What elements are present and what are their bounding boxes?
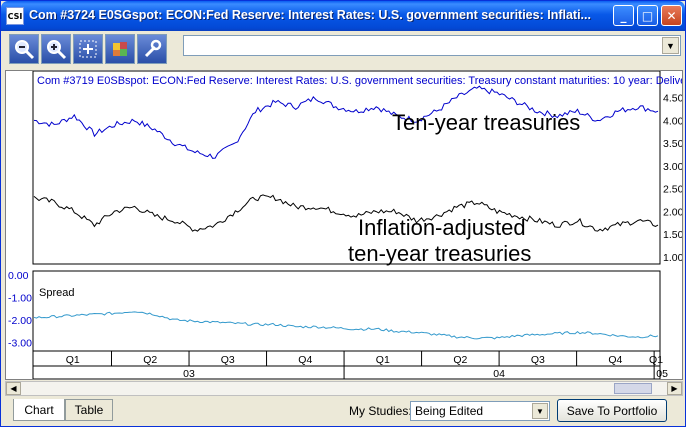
my-studies-label: My Studies:: [349, 404, 412, 418]
chevron-down-icon[interactable]: ▼: [532, 403, 548, 419]
crosshair-button[interactable]: [73, 34, 103, 64]
tab-table[interactable]: Table: [65, 399, 113, 421]
upper-series-group: [33, 85, 659, 232]
zoom-in-icon: [47, 40, 67, 60]
chart-area[interactable]: Com #3719 E0SBspot: ECON:Fed Reserve: In…: [5, 70, 683, 380]
upper-y-tick-label: 2.50: [663, 184, 682, 196]
my-studies-select[interactable]: Being Edited ▼: [410, 401, 550, 421]
lower-series-group: [33, 311, 659, 340]
upper-panel-frame: [32, 71, 661, 265]
annotation-ten-year: Ten-year treasuries: [392, 110, 580, 135]
scroll-thumb[interactable]: [614, 383, 652, 394]
app-icon[interactable]: CSI: [6, 7, 24, 25]
crosshair-icon: [79, 40, 97, 58]
upper-y-tick-label: 4.50: [663, 93, 682, 105]
year-label: 05: [656, 368, 668, 379]
wrench-icon: [144, 39, 162, 58]
year-labels: 03 04 05: [183, 366, 668, 379]
annotation-ten-year-treasuries: ten-year treasuries: [348, 241, 531, 266]
quarter-label: Q4: [298, 354, 312, 366]
quarter-label: Q3: [221, 354, 235, 366]
series-line-spread: [33, 311, 659, 340]
quarter-label: Q2: [453, 354, 467, 366]
bottom-bar: Chart Table My Studies: Being Edited ▼ S…: [5, 398, 683, 426]
series-line-ten-year: [33, 85, 659, 159]
lower-y-axis: 0.00 -1.00 -2.00 -3.00: [8, 270, 32, 350]
settings-button[interactable]: [137, 34, 167, 64]
studies-button[interactable]: [105, 34, 135, 64]
quarter-label: Q2: [143, 354, 157, 366]
lower-y-tick-label: -1.00: [8, 293, 32, 305]
upper-y-tick-label: 3.50: [663, 138, 682, 150]
zoom-out-icon: [15, 40, 35, 60]
quarter-label: Q1: [649, 354, 663, 366]
upper-y-tick-label: 4.00: [663, 115, 682, 127]
window-title: Com #3724 E0SGspot: ECON:Fed Reserve: In…: [29, 8, 591, 22]
quarter-label: Q1: [66, 354, 80, 366]
upper-y-axis: 4.50 4.00 3.50 3.00 2.50 2.00 1.50 1.00: [663, 93, 682, 264]
puzzle-icon: [113, 42, 127, 56]
upper-y-tick-label: 3.00: [663, 161, 682, 173]
lower-panel-frame: [32, 270, 661, 352]
my-studies-value: Being Edited: [415, 404, 484, 418]
series-line-inflation-adjusted: [33, 194, 659, 232]
spread-label: Spread: [39, 287, 74, 299]
quarter-axis: [32, 350, 661, 367]
upper-y-tick-label: 1.00: [663, 252, 682, 264]
horizontal-scrollbar[interactable]: ◀ ▶: [5, 381, 683, 396]
year-axis: [32, 365, 661, 379]
chart-svg[interactable]: Com #3719 E0SBspot: ECON:Fed Reserve: In…: [6, 71, 682, 379]
lower-y-tick-label: 0.00: [8, 270, 29, 282]
scroll-right-icon[interactable]: ▶: [667, 382, 682, 395]
year-label: 03: [183, 368, 195, 379]
minimize-button[interactable]: _: [613, 5, 634, 26]
scroll-left-icon[interactable]: ◀: [6, 382, 21, 395]
quarter-label: Q3: [531, 354, 545, 366]
lower-y-tick-label: -3.00: [8, 338, 32, 350]
symbol-combobox[interactable]: ▼: [183, 35, 681, 56]
save-to-portfolio-button[interactable]: Save To Portfolio: [557, 399, 667, 422]
annotation-inflation-adjusted: Inflation-adjusted: [358, 215, 526, 240]
zoom-out-button[interactable]: [9, 34, 39, 64]
zoom-in-button[interactable]: [41, 34, 71, 64]
maximize-button[interactable]: □: [637, 5, 658, 26]
upper-y-tick-label: 2.00: [663, 206, 682, 218]
close-button[interactable]: ✕: [661, 5, 682, 26]
lower-y-tick-label: -2.00: [8, 315, 32, 327]
tab-chart[interactable]: Chart: [13, 399, 65, 421]
year-label: 04: [493, 368, 505, 379]
chevron-down-icon[interactable]: ▼: [662, 37, 679, 54]
upper-y-tick-label: 1.50: [663, 229, 682, 241]
quarter-labels: Q1 Q2 Q3 Q4 Q1 Q2 Q3 Q4 Q1: [66, 351, 663, 366]
title-bar[interactable]: CSI Com #3724 E0SGspot: ECON:Fed Reserve…: [1, 1, 685, 31]
quarter-label: Q1: [376, 354, 390, 366]
quarter-label: Q4: [608, 354, 622, 366]
chart-header: Com #3719 E0SBspot: ECON:Fed Reserve: In…: [37, 75, 682, 87]
toolbar: ▼: [5, 34, 683, 68]
